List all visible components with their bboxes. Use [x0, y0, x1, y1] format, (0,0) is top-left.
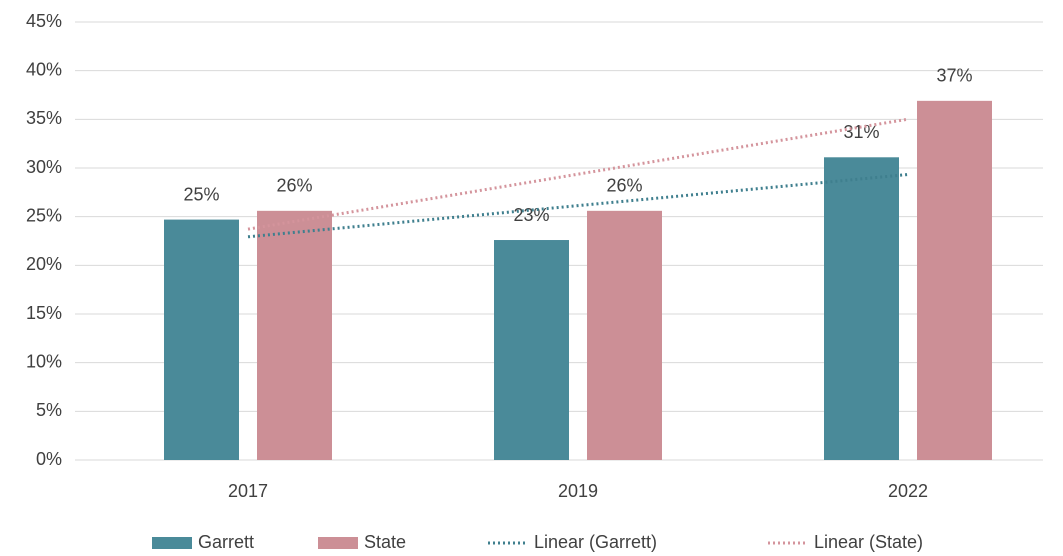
data-label: 31% — [843, 122, 879, 142]
bar — [587, 210, 662, 460]
data-label: 37% — [936, 66, 972, 86]
y-tick-label: 45% — [26, 11, 62, 31]
y-tick-label: 30% — [26, 157, 62, 177]
y-tick-label: 15% — [26, 303, 62, 323]
y-tick-label: 5% — [36, 400, 62, 420]
y-tick-label: 20% — [26, 254, 62, 274]
y-tick-label: 25% — [26, 205, 62, 225]
data-label: 25% — [183, 184, 219, 204]
legend-label: Linear (Garrett) — [534, 532, 657, 552]
trendline — [247, 172, 909, 239]
trendline — [247, 117, 909, 231]
y-tick-label: 10% — [26, 351, 62, 371]
legend-label: Linear (State) — [814, 532, 923, 552]
bar — [494, 240, 569, 460]
y-tick-label: 35% — [26, 108, 62, 128]
x-tick-label: 2019 — [558, 481, 598, 501]
legend-label: Garrett — [198, 532, 254, 552]
bar — [917, 100, 992, 460]
x-tick-label: 2022 — [888, 481, 928, 501]
data-label: 26% — [276, 176, 312, 196]
legend-swatch — [152, 537, 192, 549]
legend-label: State — [364, 532, 406, 552]
bar — [257, 210, 332, 460]
bar — [824, 157, 899, 460]
y-tick-label: 0% — [36, 449, 62, 469]
bar — [164, 219, 239, 460]
data-label: 26% — [606, 176, 642, 196]
x-tick-label: 2017 — [228, 481, 268, 501]
legend-swatch — [318, 537, 358, 549]
data-label: 23% — [513, 205, 549, 225]
y-tick-label: 40% — [26, 59, 62, 79]
